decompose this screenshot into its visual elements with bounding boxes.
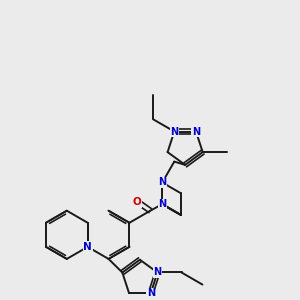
Text: N: N [83,242,92,252]
Text: N: N [153,268,161,278]
Text: N: N [192,127,200,136]
Text: N: N [147,288,155,298]
Text: N: N [158,199,166,209]
Text: N: N [170,127,178,136]
Text: N: N [158,178,166,188]
Text: O: O [132,197,141,207]
